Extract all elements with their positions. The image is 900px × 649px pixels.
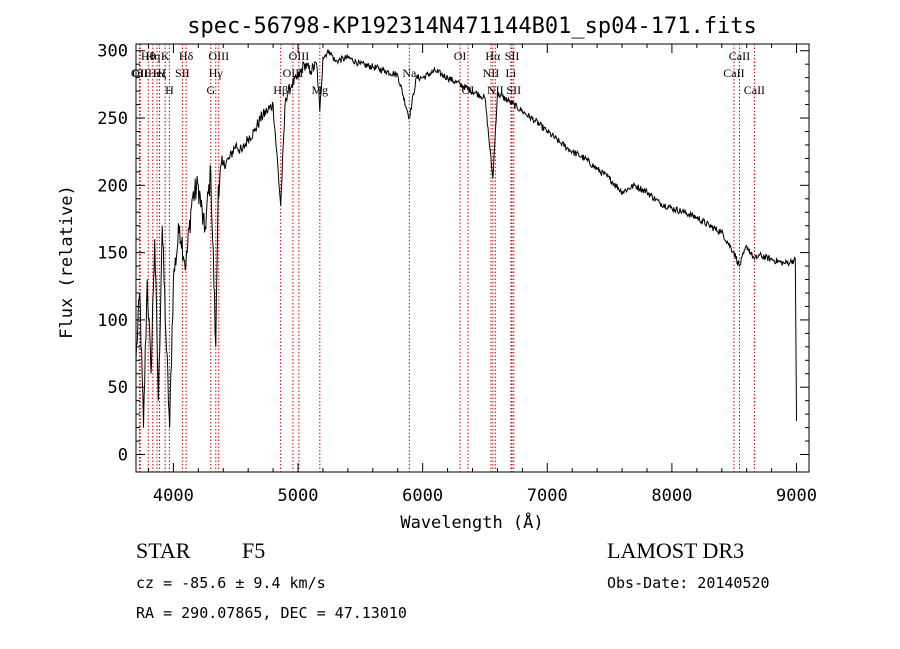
line-marker-label: Mg	[311, 83, 328, 97]
line-marker-label: K	[161, 49, 170, 63]
y-tick-label: 250	[97, 109, 128, 129]
line-markers	[138, 44, 755, 472]
line-marker-label: Hθ	[141, 49, 156, 63]
x-tick-label: 5000	[278, 486, 319, 506]
line-marker-label: OIII	[208, 49, 229, 63]
survey-name: LAMOST DR3	[607, 538, 745, 563]
series-layer	[135, 49, 797, 428]
x-tick-label: 7000	[527, 486, 568, 506]
line-marker-label: Hδ	[179, 49, 194, 63]
line-marker-label: SII	[175, 66, 190, 80]
line-marker-label: CaII	[723, 66, 744, 80]
line-marker-label: CaII	[744, 83, 765, 97]
y-tick-label: 150	[97, 244, 128, 264]
object-class: STAR	[136, 538, 191, 563]
line-marker-label: NII	[487, 83, 504, 97]
plot-frame	[135, 43, 810, 473]
line-marker-label: NII	[483, 66, 500, 80]
x-tick-label: 8000	[651, 486, 692, 506]
line-marker-label: OII	[131, 66, 148, 80]
line-marker-label: OI	[462, 83, 475, 97]
line-marker-label: SII	[506, 83, 521, 97]
y-axis-label: Flux (relative)	[57, 185, 77, 339]
y-tick-label: 100	[97, 311, 128, 331]
y-tick-label: 50	[108, 378, 128, 398]
line-marker-label: CaII	[729, 49, 750, 63]
line-marker-label: Li	[506, 66, 517, 80]
line-marker-label: OIII	[289, 49, 310, 63]
x-tick-label: 6000	[402, 486, 443, 506]
x-tick-label: 4000	[153, 486, 194, 506]
line-marker-label: CII	[132, 66, 148, 80]
line-marker-label: Hζ	[153, 66, 167, 80]
y-tick-label: 300	[97, 42, 128, 62]
spectrum-line	[135, 49, 797, 428]
line-labels: OIICIIHθHηHζHeIKHSIIHδGHγOIIIHβOIIIOIIIM…	[131, 49, 765, 97]
line-marker-label: Na	[402, 66, 417, 80]
y-tick-label: 200	[97, 176, 128, 196]
line-marker-label: SII	[505, 49, 520, 63]
object-subclass: F5	[242, 538, 266, 563]
y-tick-label: 0	[118, 446, 128, 466]
x-tick-label: 9000	[776, 486, 817, 506]
line-marker-label: Hα	[485, 49, 501, 63]
line-marker-label: Hη	[145, 49, 160, 63]
line-marker-label: Hβ	[273, 83, 288, 97]
line-marker-label: HeI	[148, 66, 166, 80]
axis-layer: 4000 5000 6000 7000 8000 9000 0 50 100 150 200 250 3…	[97, 42, 817, 506]
line-marker-label: Hγ	[209, 66, 224, 80]
line-marker-label: H	[165, 83, 174, 97]
line-marker-label: OI	[454, 49, 467, 63]
line-marker-label: G	[206, 83, 215, 97]
redshift-value: cz = -85.6 ± 9.4 km/s	[136, 574, 326, 592]
chart-title: spec-56798-KP192314N471144B01_sp04-171.f…	[187, 14, 757, 39]
observation-date: Obs-Date: 20140520	[607, 574, 770, 592]
x-axis-label: Wavelength (Å)	[400, 511, 543, 533]
coordinates: RA = 290.07865, DEC = 47.13010	[136, 604, 407, 622]
